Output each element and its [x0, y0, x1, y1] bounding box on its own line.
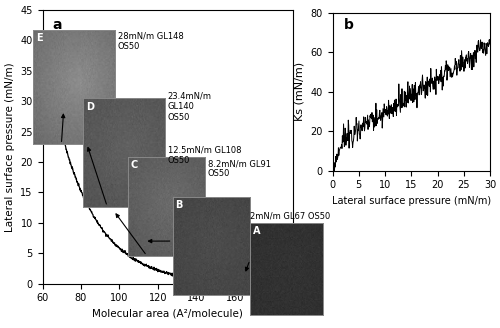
Text: 12.5mN/m GL108
OS50: 12.5mN/m GL108 OS50 — [168, 146, 241, 165]
X-axis label: Lateral surface pressure (mN/m): Lateral surface pressure (mN/m) — [332, 196, 491, 206]
Text: E: E — [36, 33, 43, 43]
Text: 2mN/m GL67 OS50: 2mN/m GL67 OS50 — [250, 212, 330, 220]
X-axis label: Molecular area (A²/molecule): Molecular area (A²/molecule) — [92, 309, 243, 319]
Text: 23.4mN/m
GL140
OS50: 23.4mN/m GL140 OS50 — [168, 92, 212, 122]
Text: A: A — [253, 226, 260, 236]
Text: C: C — [130, 160, 138, 170]
Y-axis label: Lateral surface pressure (mN/m): Lateral surface pressure (mN/m) — [4, 62, 15, 232]
Text: a: a — [52, 18, 62, 32]
Text: D: D — [86, 102, 94, 112]
Y-axis label: Ks (mN/m): Ks (mN/m) — [295, 62, 305, 121]
Text: 8.2mN/m GL91
OS50: 8.2mN/m GL91 OS50 — [208, 159, 270, 178]
Text: 28mN/m GL148
OS50: 28mN/m GL148 OS50 — [118, 31, 183, 51]
Text: b: b — [344, 18, 353, 32]
Text: B: B — [176, 200, 183, 210]
